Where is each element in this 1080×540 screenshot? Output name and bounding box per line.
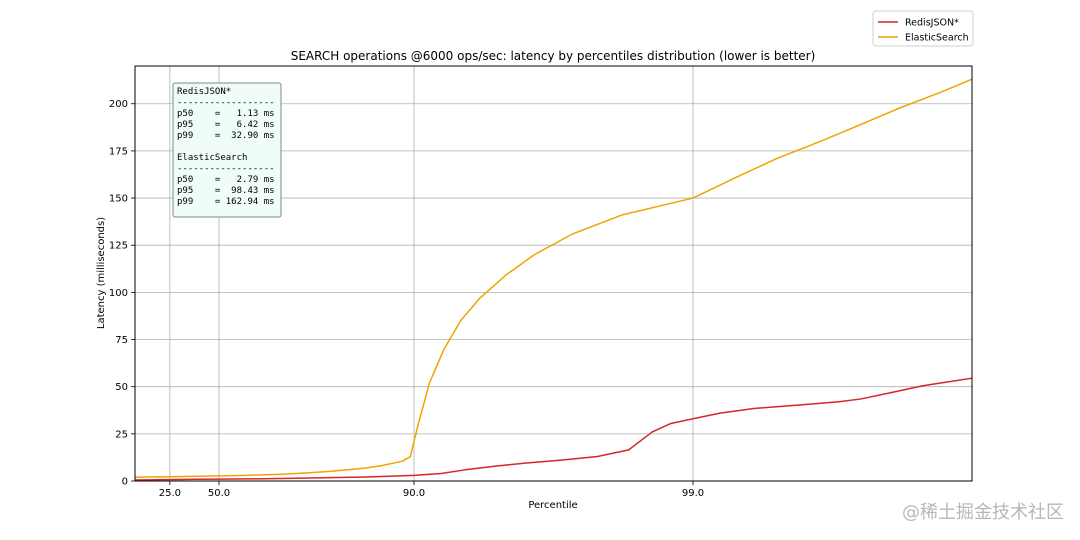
series-line-elasticsearch xyxy=(134,78,973,478)
annotation-line: p50 = 2.79 ms xyxy=(177,175,275,185)
y-tick-label: 175 xyxy=(109,146,128,157)
annotation-line: p99 = 162.94 ms xyxy=(177,197,275,207)
annotation-line: ------------------ xyxy=(177,98,275,108)
y-tick-label: 150 xyxy=(109,194,128,205)
annotation-line: ElasticSearch xyxy=(177,153,247,163)
legend-label: RedisJSON* xyxy=(905,18,959,29)
stats-annotation-box: RedisJSON*------------------p50 = 1.13 m… xyxy=(172,82,282,218)
x-axis-label: Percentile xyxy=(528,500,577,511)
y-tick-label: 0 xyxy=(122,477,128,488)
x-tick-label: 50.0 xyxy=(208,488,230,499)
annotation-line: p50 = 1.13 ms xyxy=(177,109,275,119)
axis-ticks: 0 25 50 75 100 125 150 175 200 25.0 50.0 90.0 99.0 xyxy=(109,99,704,499)
chart-title: SEARCH operations @6000 ops/sec: latency… xyxy=(291,49,816,63)
y-tick-label: 125 xyxy=(109,241,128,252)
annotation-box-frame xyxy=(172,82,282,218)
x-tick-label: 90.0 xyxy=(403,488,425,499)
legend-label: ElasticSearch xyxy=(905,33,969,44)
y-tick-label: 50 xyxy=(115,382,128,393)
legend: RedisJSON* ElasticSearch xyxy=(872,10,974,47)
series-lines xyxy=(134,78,973,481)
annotation-line: p95 = 6.42 ms xyxy=(177,120,275,130)
y-tick-label: 200 xyxy=(109,99,128,110)
annotation-line: p99 = 32.90 ms xyxy=(177,131,275,141)
watermark: @稀土掘金技术社区 xyxy=(902,502,1064,523)
x-tick-label: 25.0 xyxy=(159,488,181,499)
annotation-line: RedisJSON* xyxy=(177,87,231,97)
y-axis-label: Latency (milliseconds) xyxy=(96,217,107,329)
y-tick-label: 100 xyxy=(109,288,128,299)
annotation-line: p95 = 98.43 ms xyxy=(177,186,275,196)
annotation-line: ------------------ xyxy=(177,164,275,174)
y-tick-label: 75 xyxy=(115,335,128,346)
plot-frame xyxy=(134,65,973,482)
series-line-redisjson xyxy=(134,377,973,481)
y-tick-label: 25 xyxy=(115,429,128,440)
x-tick-label: 99.0 xyxy=(682,488,704,499)
